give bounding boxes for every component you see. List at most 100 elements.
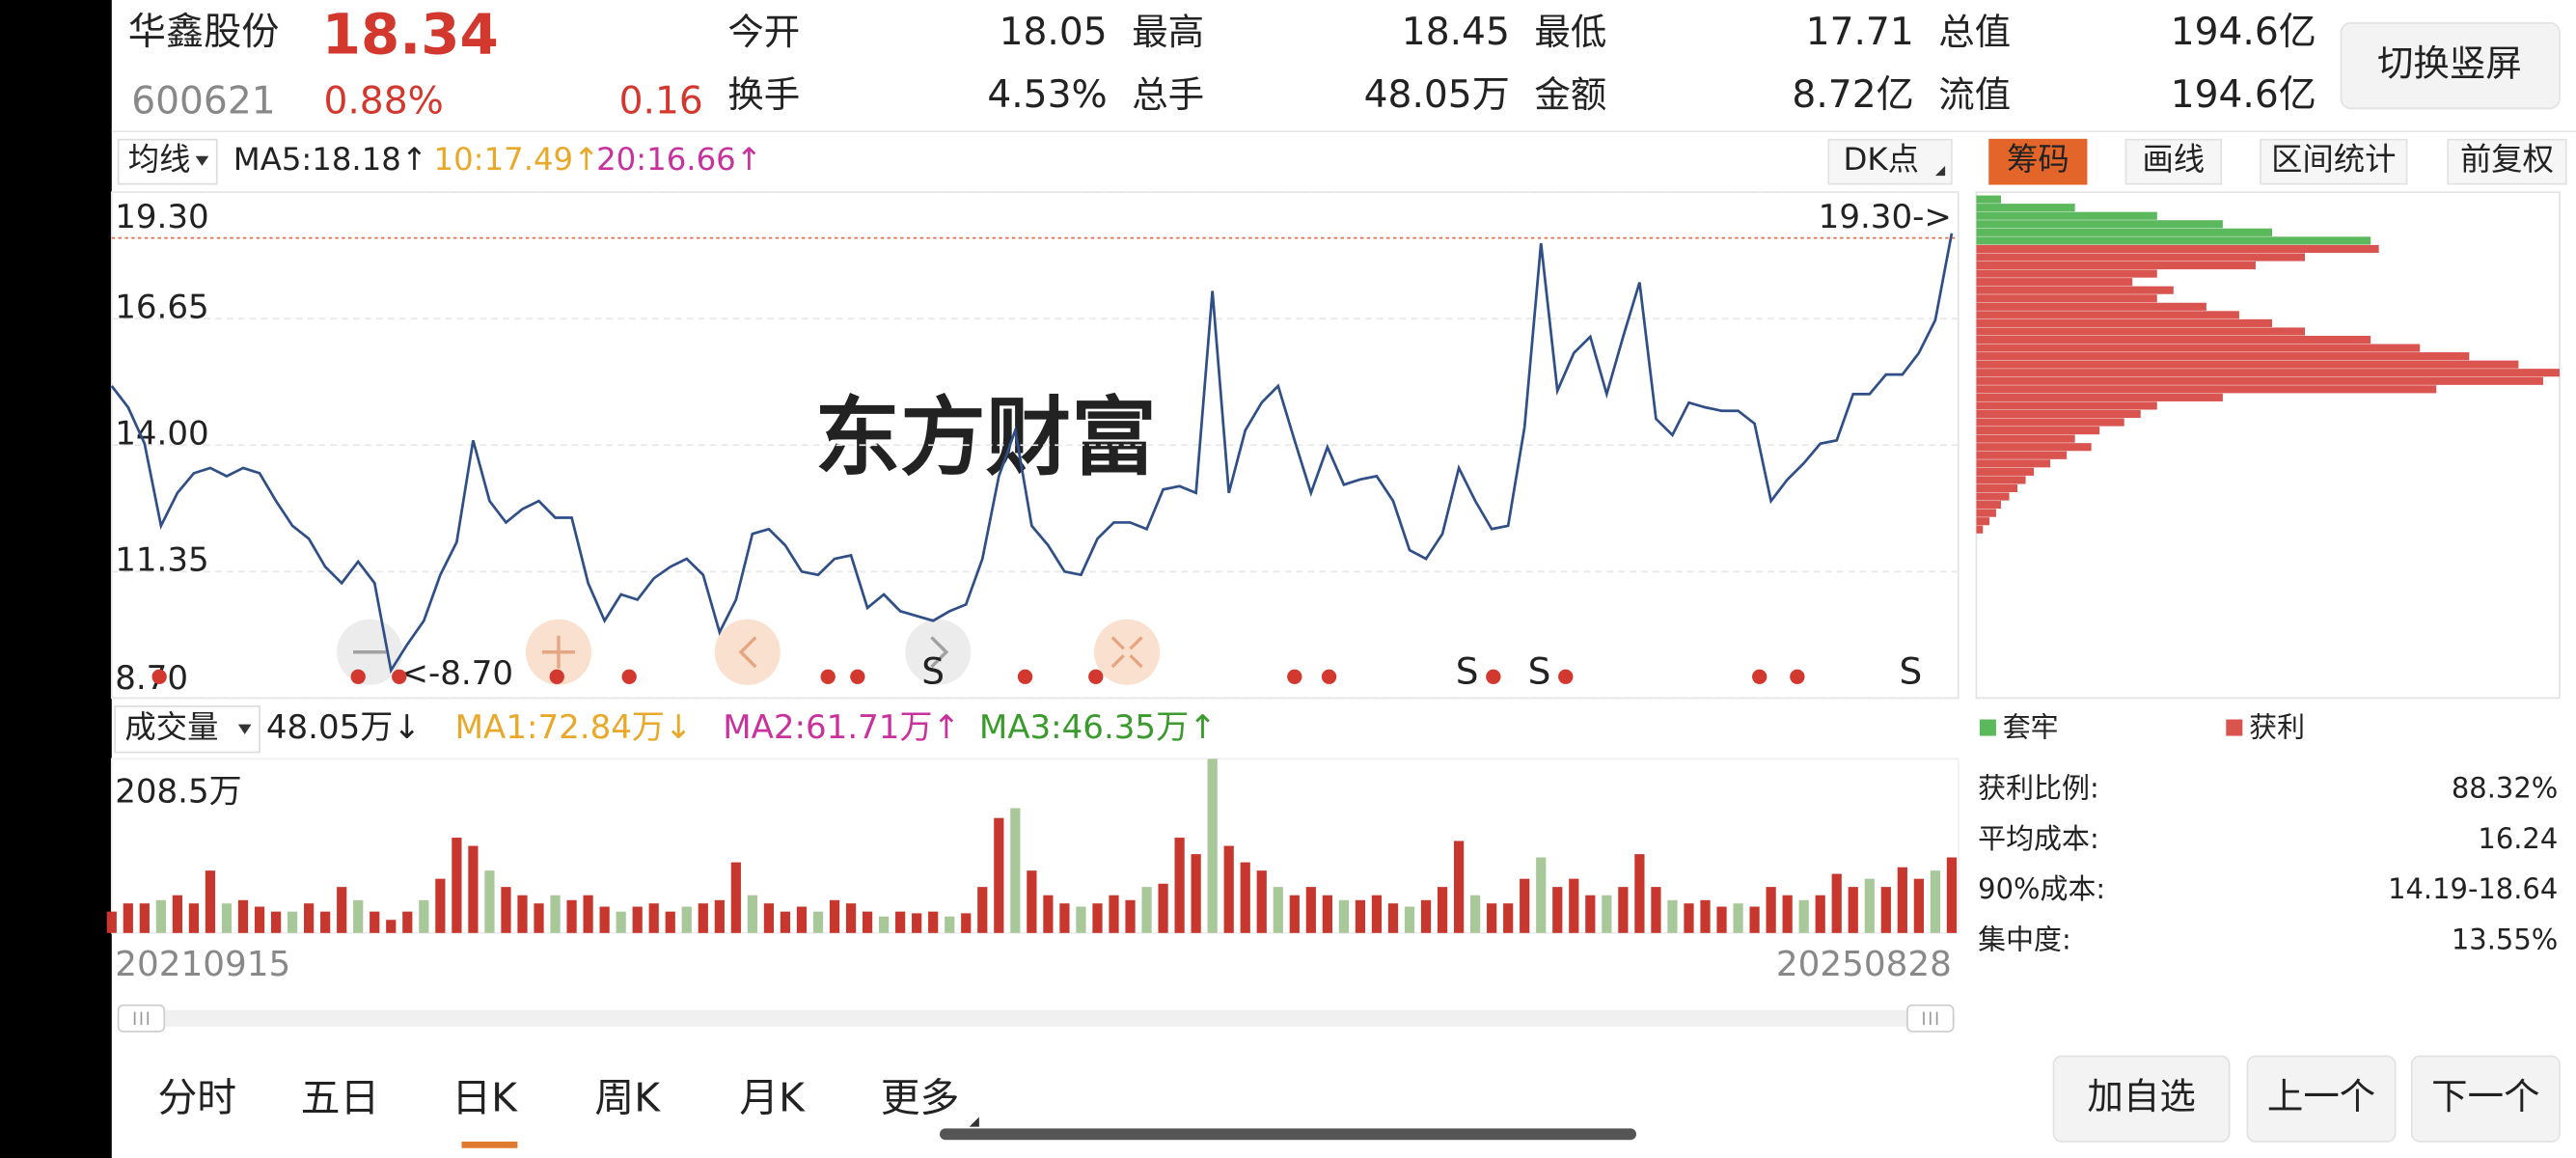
ma-menu-label: 均线: [128, 141, 191, 178]
dk-label: DK点: [1844, 141, 1919, 178]
legend-swatch: [2226, 719, 2243, 736]
volume-bar: [583, 895, 593, 933]
stat-value: 4.53%: [987, 73, 1107, 117]
volume-bar: [1387, 903, 1399, 933]
chip-bar: [1976, 211, 2157, 220]
signal-dot: [850, 669, 865, 684]
stat-value: 48.05万: [1364, 73, 1510, 117]
chip-tab[interactable]: [2124, 138, 2223, 185]
volume-bar: [106, 911, 117, 933]
action-button[interactable]: [2410, 1055, 2561, 1143]
volume-current: 48.05万↓: [266, 708, 421, 747]
ma10: 10:17.49↑: [434, 141, 600, 178]
volume-bar: [435, 878, 446, 933]
volume-bar: [254, 906, 265, 933]
volume-bar: [155, 899, 166, 933]
chip-bar: [1976, 401, 2157, 410]
volume-bar: [879, 916, 890, 933]
chip-bar: [1976, 492, 2010, 501]
volume-bar: [1420, 899, 1432, 933]
period-tab[interactable]: 更多: [881, 1074, 960, 1120]
volume-menu[interactable]: [114, 705, 260, 754]
y-tick-label: 208.5万: [115, 773, 241, 812]
volume-bar: [1749, 906, 1760, 933]
icon: [541, 635, 575, 669]
chip-bar: [1976, 244, 2379, 253]
volume-bar: [1536, 857, 1547, 933]
chip-tab-label: 筹码: [2007, 141, 2069, 178]
stock-name: 华鑫股份: [128, 11, 280, 54]
volume-bar: [1223, 845, 1234, 933]
volume-bar: [287, 911, 298, 933]
volume-bar: [945, 916, 955, 933]
chip-bar: [1976, 236, 2371, 245]
chip-tab[interactable]: [2260, 138, 2408, 185]
period-tab[interactable]: 五日: [301, 1074, 380, 1120]
chip-bar: [1976, 261, 2256, 270]
volume-bar: [1864, 878, 1875, 933]
dk-button[interactable]: [1827, 138, 1953, 185]
chip-bar: [1976, 269, 2157, 278]
volume-bar: [139, 903, 150, 933]
chip-bar: [1976, 467, 2035, 476]
signal-label: S: [1456, 649, 1479, 692]
volume-bar: [1520, 878, 1530, 933]
start-date: 20210915: [115, 945, 290, 984]
volume-bar: [1634, 854, 1645, 933]
chip-bar: [1976, 501, 2002, 510]
volume-bar: [1651, 887, 1661, 933]
signal-dot: [549, 669, 564, 684]
volume-bar: [665, 911, 675, 933]
action-button[interactable]: [2246, 1055, 2397, 1143]
chip-bar: [1976, 451, 2068, 459]
volume-bar: [1618, 887, 1629, 933]
volume-bar: [1700, 899, 1711, 933]
volume-bar: [172, 895, 183, 933]
volume-bar: [484, 870, 495, 933]
chip-bar: [1976, 204, 2075, 212]
orientation-button[interactable]: [2340, 21, 2561, 110]
move-right[interactable]: [905, 619, 972, 685]
ma20: 20:16.66↑: [596, 141, 762, 178]
chip-bar: [1976, 509, 1996, 517]
action-button[interactable]: [2052, 1055, 2231, 1143]
volume-bar: [1338, 899, 1350, 933]
reset[interactable]: [1094, 619, 1161, 685]
volume-bar: [1733, 903, 1743, 933]
volume-bar: [1059, 903, 1070, 933]
chip-bar: [1976, 418, 2124, 427]
period-tab[interactable]: 周K: [594, 1074, 661, 1120]
signal-dot: [1287, 669, 1302, 684]
volume-bar: [353, 899, 364, 933]
volume-bar: [1092, 903, 1103, 933]
volume-bar: [452, 838, 462, 933]
chip-bar: [1976, 483, 2018, 493]
period-tab[interactable]: 日K: [452, 1074, 518, 1120]
chip-tab[interactable]: [1988, 138, 2088, 185]
volume-bar: [961, 913, 972, 933]
volume-bar: [468, 845, 479, 933]
signal-dot: [1088, 669, 1104, 684]
volume-bar: [1174, 838, 1185, 933]
chip-tab[interactable]: [2447, 138, 2567, 185]
volume-bar: [1798, 899, 1809, 933]
stat-label: 今开: [727, 11, 800, 53]
volume-bar: [320, 911, 331, 933]
volume-bar: [550, 895, 561, 933]
period-tab[interactable]: 月K: [739, 1074, 806, 1120]
stock-price: 18.34: [322, 1, 499, 67]
y-tick-label: 14.00: [115, 415, 208, 454]
move-left[interactable]: [714, 619, 781, 685]
volume-bar: [304, 903, 315, 933]
volume-bar: [616, 911, 626, 933]
volume-bar: [599, 906, 610, 933]
price-line: [110, 233, 1954, 675]
chip-bar: [1976, 517, 1990, 526]
volume-bar: [1109, 895, 1119, 933]
legend-swatch: [1979, 719, 1996, 736]
chip-bar: [1976, 459, 2051, 468]
chip-bar: [1976, 228, 2272, 236]
change-pct: 0.88%: [323, 80, 443, 124]
period-tab[interactable]: 分时: [157, 1074, 236, 1120]
signal-label: S: [1899, 649, 1922, 692]
